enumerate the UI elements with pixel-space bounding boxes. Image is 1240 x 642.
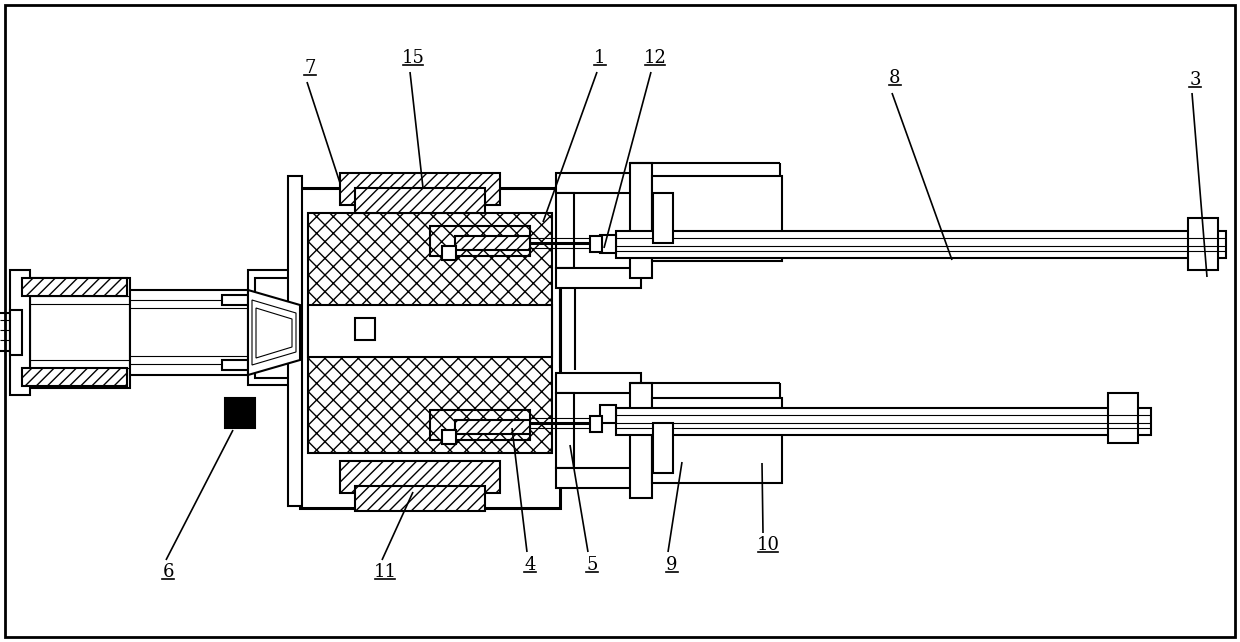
Bar bbox=[630, 163, 652, 278]
Bar bbox=[556, 173, 641, 193]
Polygon shape bbox=[255, 308, 291, 358]
Bar bbox=[1109, 393, 1138, 443]
Bar bbox=[308, 305, 552, 357]
Bar bbox=[630, 383, 652, 498]
Bar bbox=[248, 270, 300, 385]
Bar bbox=[10, 310, 22, 355]
Bar bbox=[340, 173, 500, 205]
Text: 6: 6 bbox=[162, 563, 174, 581]
Bar bbox=[556, 193, 574, 268]
Text: 9: 9 bbox=[666, 556, 678, 574]
Bar bbox=[652, 398, 782, 483]
Bar bbox=[30, 278, 130, 388]
Bar bbox=[653, 423, 673, 473]
Bar bbox=[556, 468, 641, 488]
Text: 7: 7 bbox=[304, 59, 316, 77]
Bar bbox=[308, 213, 552, 453]
Bar bbox=[556, 268, 641, 288]
Text: 3: 3 bbox=[1189, 71, 1200, 89]
Bar bbox=[556, 373, 641, 393]
Bar bbox=[255, 278, 295, 378]
Text: 15: 15 bbox=[402, 49, 424, 67]
Text: 4: 4 bbox=[525, 556, 536, 574]
Text: 8: 8 bbox=[889, 69, 900, 87]
Text: 11: 11 bbox=[373, 563, 397, 581]
Bar bbox=[22, 278, 126, 296]
Polygon shape bbox=[248, 290, 300, 375]
Text: 12: 12 bbox=[644, 49, 666, 67]
Bar bbox=[616, 231, 1226, 258]
Bar bbox=[355, 188, 485, 213]
Bar bbox=[653, 193, 673, 243]
Bar bbox=[300, 188, 560, 508]
Bar bbox=[22, 368, 126, 386]
Bar bbox=[590, 416, 601, 432]
Bar bbox=[652, 176, 782, 261]
Bar bbox=[340, 461, 500, 493]
Bar bbox=[616, 408, 1151, 435]
Text: 1: 1 bbox=[594, 49, 606, 67]
Bar bbox=[288, 176, 303, 506]
Bar bbox=[430, 226, 529, 256]
Bar bbox=[430, 410, 529, 440]
Bar bbox=[222, 360, 248, 370]
Bar bbox=[600, 235, 616, 253]
Bar bbox=[130, 290, 248, 375]
Bar bbox=[222, 295, 248, 305]
Text: 10: 10 bbox=[756, 536, 780, 554]
Bar bbox=[355, 318, 374, 340]
Bar bbox=[600, 405, 616, 423]
Text: 5: 5 bbox=[587, 556, 598, 574]
Bar bbox=[455, 236, 529, 250]
Bar bbox=[224, 398, 255, 428]
Bar bbox=[355, 486, 485, 511]
Polygon shape bbox=[252, 300, 296, 365]
Bar bbox=[1188, 218, 1218, 270]
Bar bbox=[455, 420, 529, 434]
Bar bbox=[590, 236, 601, 252]
Bar bbox=[556, 393, 574, 468]
Bar bbox=[10, 270, 30, 395]
Bar bbox=[441, 246, 456, 260]
Bar bbox=[441, 430, 456, 444]
